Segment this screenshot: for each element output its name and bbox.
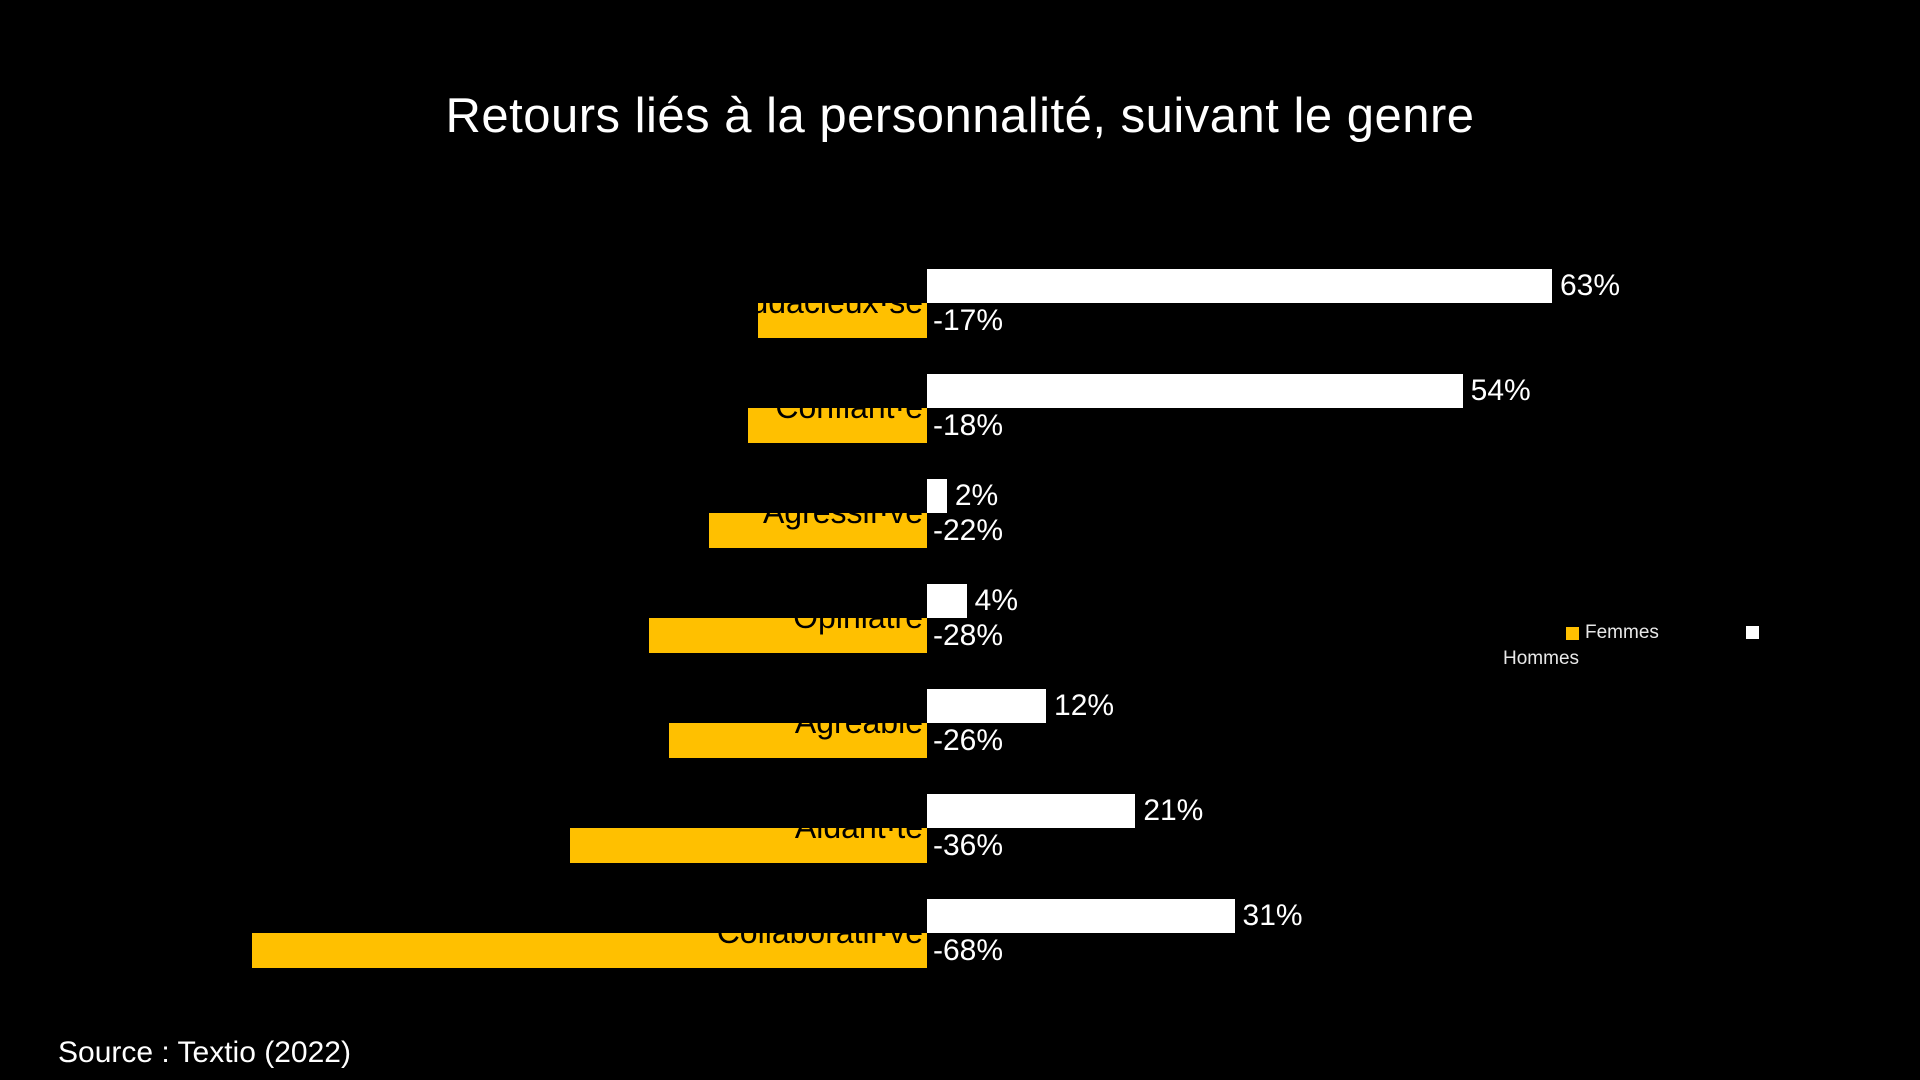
chart-row: 2% -22% Agressif·ve: [0, 479, 1920, 549]
bar-hommes: [927, 794, 1136, 828]
bar-femmes: [252, 933, 927, 968]
bar-hommes: [927, 374, 1463, 408]
category-label: Agréable: [794, 704, 923, 740]
hommes-value-label: 21%: [1143, 794, 1204, 827]
chart-title: Retours liés à la personnalité, suivant …: [445, 89, 1475, 143]
chart-row: 31% -68% Collaboratif·ve: [0, 899, 1920, 969]
chart-row: 63% -17% Audacieux·se: [0, 269, 1920, 339]
femmes-swatch-icon: [1566, 626, 1579, 640]
bar-hommes: [927, 584, 967, 618]
bar-hommes: [927, 899, 1235, 933]
chart-row: 21% -36% Aidant·te: [0, 794, 1920, 864]
hommes-value-label: 54%: [1470, 374, 1531, 407]
category-label: Agressif·ve: [762, 494, 923, 530]
source-caption: Source : Textio (2022): [58, 1036, 351, 1069]
hommes-value-label: 63%: [1559, 269, 1620, 302]
chart-row: 12% -26% Agréable: [0, 689, 1920, 759]
category-label: Collaboratif·ve: [716, 914, 923, 950]
femmes-value-label: -22%: [933, 514, 1004, 547]
bar-femmes: [748, 408, 927, 443]
category-label: Aidant·te: [794, 809, 923, 845]
hommes-value-label: 4%: [974, 584, 1019, 617]
category-label: Audacieux·se: [729, 284, 923, 320]
bar-femmes: [649, 618, 927, 653]
femmes-value-label: -28%: [933, 619, 1004, 652]
femmes-value-label: -18%: [933, 409, 1004, 442]
bar-hommes: [927, 269, 1552, 303]
femmes-value-label: -36%: [933, 829, 1004, 862]
femmes-value-label: -17%: [933, 304, 1004, 337]
category-label: Opiniâtre: [793, 599, 923, 635]
bar-femmes: [708, 513, 927, 548]
hommes-value-label: 2%: [954, 479, 999, 512]
bar-hommes: [927, 479, 947, 513]
legend-femmes-label: Femmes: [1585, 622, 1659, 643]
legend-item-femmes: Femmes: [1566, 622, 1659, 644]
bar-femmes: [758, 303, 927, 338]
hommes-value-label: 31%: [1242, 899, 1303, 932]
category-label: Confiant·e: [775, 389, 923, 425]
legend-hommes-label: Hommes: [1503, 648, 1580, 669]
bar-femmes: [669, 723, 927, 758]
hommes-value-label: 12%: [1054, 689, 1115, 722]
chart-row: 4% -28% Opiniâtre: [0, 584, 1920, 654]
chart-row: 54% -18% Confiant·e: [0, 374, 1920, 444]
femmes-value-label: -26%: [933, 724, 1004, 757]
femmes-value-label: -68%: [933, 934, 1004, 967]
hommes-swatch-icon: [1746, 626, 1759, 639]
bar-femmes: [569, 828, 927, 863]
bar-hommes: [927, 689, 1047, 723]
